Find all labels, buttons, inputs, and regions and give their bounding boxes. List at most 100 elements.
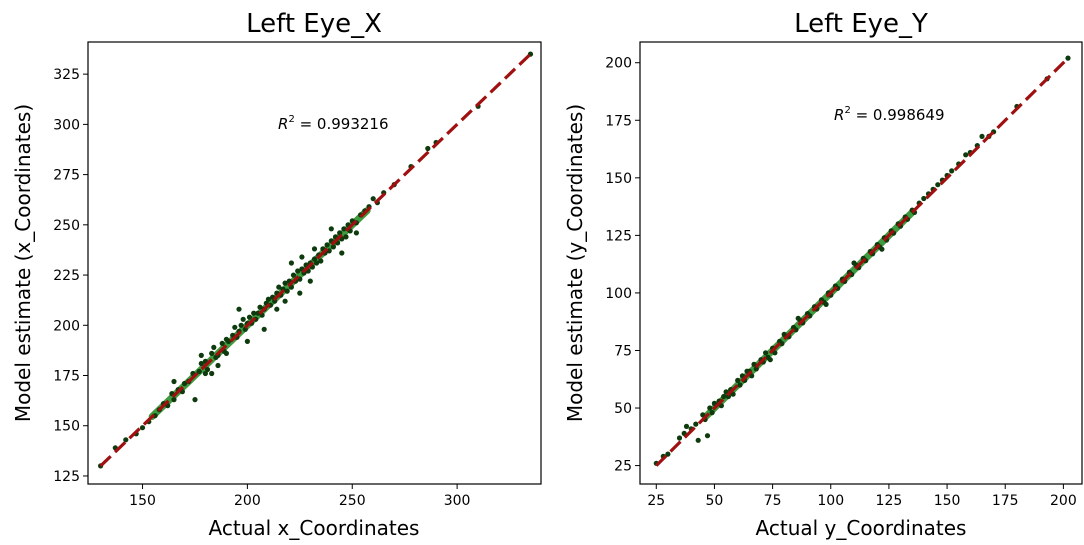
- data-point: [244, 338, 250, 344]
- x-tick-label: 200: [234, 493, 261, 509]
- data-point: [683, 423, 690, 429]
- data-point: [204, 366, 211, 373]
- data-point: [274, 306, 280, 312]
- data-point: [295, 268, 301, 274]
- data-point: [823, 301, 829, 307]
- data-point: [196, 368, 202, 375]
- y-tick-label: 150: [605, 171, 632, 187]
- x-tick-label: 250: [339, 493, 366, 509]
- x-tick-label: 75: [764, 493, 782, 509]
- data-point: [257, 304, 263, 310]
- data-point: [665, 451, 671, 457]
- y-tick-label: 200: [53, 318, 80, 334]
- data-point: [935, 182, 941, 188]
- data-point: [314, 260, 320, 266]
- data-point: [198, 360, 204, 367]
- y-axis-ticks: 125 150 175 200 225 250 275 300 325: [53, 67, 88, 485]
- data-point: [276, 284, 282, 290]
- y-axis-ticks: 25 50 75 100 125 150 175 200: [605, 56, 640, 475]
- data-point: [763, 350, 769, 356]
- x-axis-label: Actual y_Coordinates: [756, 516, 967, 540]
- data-point: [921, 195, 927, 202]
- y-tick-label: 100: [605, 286, 632, 302]
- data-point: [171, 397, 177, 403]
- data-point: [311, 246, 318, 252]
- data-point: [695, 437, 701, 443]
- data-point: [963, 152, 969, 158]
- r-squared-annotation: R2 = 0.993216: [278, 114, 389, 133]
- x-tick-label: 100: [817, 493, 844, 509]
- data-point: [192, 397, 198, 403]
- data-point: [879, 246, 885, 252]
- data-point: [793, 327, 799, 333]
- x-tick-label: 50: [706, 493, 724, 509]
- y-tick-label: 175: [605, 113, 632, 129]
- data-point: [123, 437, 129, 443]
- data-point: [779, 341, 785, 347]
- y-tick-label: 325: [53, 67, 80, 83]
- data-point: [676, 435, 683, 441]
- data-point: [209, 350, 215, 356]
- data-point: [251, 310, 257, 316]
- data-point: [721, 393, 727, 400]
- y-tick-label: 50: [614, 401, 632, 417]
- data-point: [851, 260, 857, 266]
- x-tick-label: 150: [129, 493, 156, 509]
- data-point: [707, 405, 713, 411]
- data-point: [198, 352, 204, 358]
- x-tick-label: 125: [876, 493, 903, 509]
- chart-left-eye-y: Left Eye_Y 25 50 75 100 125 150 175 200 25 50 75 1…: [563, 9, 1083, 540]
- data-point: [979, 133, 985, 139]
- axes-frame: [639, 41, 1083, 485]
- data-point: [318, 258, 324, 264]
- data-point: [181, 380, 188, 387]
- x-axis-label: Actual x_Coordinates: [209, 516, 420, 540]
- data-point: [737, 382, 743, 388]
- data-point: [795, 315, 801, 321]
- y-tick-label: 275: [53, 168, 80, 184]
- data-point: [735, 377, 741, 383]
- data-point: [299, 254, 305, 260]
- x-axis-ticks: 25 50 75 100 125 150 175 200: [647, 484, 1077, 509]
- data-point: [282, 298, 288, 304]
- data-point: [282, 280, 288, 286]
- y-tick-label: 250: [53, 218, 80, 234]
- x-axis-ticks: 150 200 250 300: [129, 484, 470, 509]
- data-point: [767, 357, 773, 363]
- data-point: [753, 366, 759, 372]
- data-point: [693, 421, 699, 427]
- data-point: [202, 370, 208, 377]
- y-tick-label: 125: [53, 469, 80, 485]
- data-point: [261, 326, 267, 332]
- x-tick-label: 150: [934, 493, 961, 509]
- y-tick-label: 175: [53, 369, 80, 385]
- data-point: [1065, 55, 1071, 61]
- data-point: [307, 278, 313, 284]
- data-point: [290, 272, 297, 278]
- data-point: [215, 362, 221, 369]
- x-tick-label: 25: [647, 493, 665, 509]
- data-point: [949, 168, 955, 174]
- data-point: [232, 324, 238, 330]
- x-tick-label: 200: [1050, 493, 1077, 509]
- data-point: [246, 314, 253, 320]
- y-tick-label: 200: [605, 56, 632, 72]
- data-point: [219, 340, 225, 346]
- y-axis-label: Model estimate (y_Coordinates): [563, 104, 587, 422]
- data-point: [425, 145, 431, 152]
- y-tick-label: 150: [53, 419, 80, 435]
- data-point: [725, 393, 732, 400]
- data-point: [324, 242, 330, 248]
- data-point: [328, 226, 334, 232]
- y-axis-label: Model estimate (x_Coordinates): [11, 104, 35, 422]
- chart-title: Left Eye_Y: [794, 9, 928, 39]
- data-point: [311, 256, 318, 262]
- data-point: [240, 316, 246, 322]
- data-point: [139, 425, 146, 431]
- data-point: [284, 288, 290, 294]
- y-tick-label: 300: [53, 117, 80, 133]
- y-tick-label: 25: [614, 459, 632, 475]
- plot-area: [653, 55, 1071, 467]
- data-point: [223, 350, 229, 356]
